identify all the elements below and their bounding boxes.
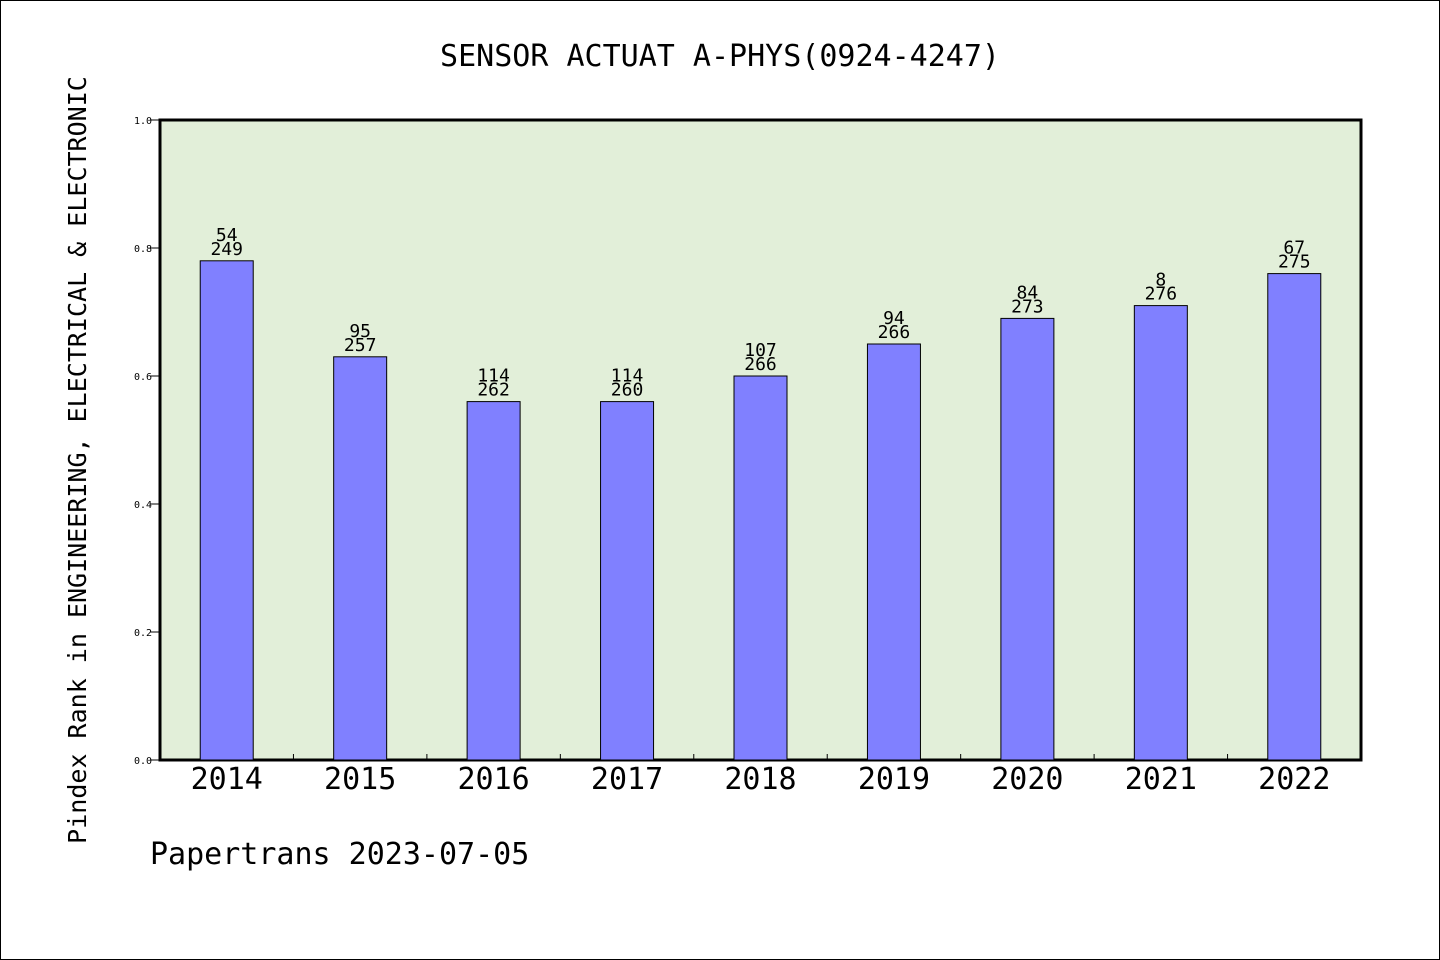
x-tick-label: 2021 <box>1125 762 1197 797</box>
bar-2020 <box>1000 317 1055 761</box>
footer-text: Papertrans 2023-07-05 <box>150 837 529 872</box>
bar-2018 <box>733 375 788 761</box>
bar-label-top: 84 <box>1017 282 1039 303</box>
bar-label-top: 114 <box>611 366 644 387</box>
bar-label-top: 114 <box>477 366 510 387</box>
bar-2017 <box>600 401 655 761</box>
bar-2015 <box>333 356 388 761</box>
x-tick-label: 2020 <box>991 762 1063 797</box>
bar-2014 <box>199 260 254 761</box>
bar-label-bottom: 275 <box>1278 252 1311 273</box>
bar-label-bottom: 260 <box>611 380 644 401</box>
bar-label-bottom: 273 <box>1011 296 1044 317</box>
y-tick-label: 0.0 <box>134 756 152 767</box>
y-tick-label: 0.4 <box>134 500 152 511</box>
bar-label-bottom: 257 <box>344 335 377 356</box>
y-tick-label: 0.6 <box>134 372 152 383</box>
bar-label-bottom: 276 <box>1145 284 1178 305</box>
bar-label-top: 94 <box>883 308 905 329</box>
y-tick-label: 0.2 <box>134 628 152 639</box>
y-tick-label: 1.0 <box>134 116 152 127</box>
bar-label-top: 107 <box>744 340 777 361</box>
bar-label-bottom: 262 <box>477 380 510 401</box>
x-tick-label: 2019 <box>858 762 930 797</box>
y-axis-label: Pindex Rank in ENGINEERING, ELECTRICAL &… <box>63 76 92 844</box>
bar-label-top: 54 <box>216 225 238 246</box>
bar-label-bottom: 266 <box>878 322 911 343</box>
bar-2021 <box>1133 305 1188 761</box>
x-tick-label: 2017 <box>591 762 663 797</box>
bar-label-bottom: 249 <box>210 239 243 260</box>
x-tick-label: 2018 <box>724 762 796 797</box>
bar-2019 <box>866 343 921 761</box>
x-tick-label: 2014 <box>191 762 263 797</box>
bar-label-bottom: 266 <box>744 354 777 375</box>
bar-2016 <box>466 401 521 761</box>
x-tick-label: 2016 <box>457 762 529 797</box>
bar-2022 <box>1267 273 1322 761</box>
bar-label-top: 95 <box>349 321 371 342</box>
y-tick-label: 0.8 <box>134 244 152 255</box>
x-tick-label: 2015 <box>324 762 396 797</box>
chart-title: SENSOR ACTUAT A-PHYS(0924-4247) <box>440 39 1000 74</box>
bar-label-top: 8 <box>1155 270 1166 291</box>
x-tick-label: 2022 <box>1258 762 1330 797</box>
bar-label-top: 67 <box>1283 238 1305 259</box>
